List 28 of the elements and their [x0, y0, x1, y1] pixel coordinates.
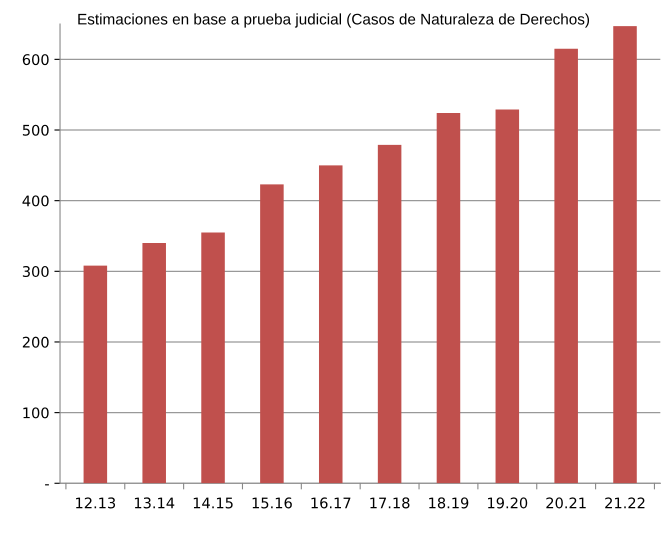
x-tick-label: 13.14 [134, 497, 174, 508]
x-tick-label: 14.15 [194, 498, 233, 508]
y-tick-label: 200 [22, 336, 49, 348]
bar [201, 232, 225, 484]
bar [378, 144, 402, 484]
y-tick-label: 400 [22, 195, 49, 206]
bar [496, 110, 520, 484]
bar [142, 243, 166, 484]
y-tick-label: 100 [23, 407, 49, 418]
bar [318, 165, 343, 484]
bar [260, 184, 284, 484]
y-tick-label: - [45, 484, 49, 486]
bar [554, 48, 578, 484]
chart-title: Estimaciones en base a prueba judicial (Casos de Naturaleza de Derechos) [78, 13, 590, 28]
x-tick-label: 18.19 [429, 497, 468, 508]
y-tick-label: 600 [22, 54, 49, 66]
bar [613, 26, 637, 484]
x-tick-label: 21.22 [605, 497, 644, 508]
bar [84, 266, 108, 484]
x-tick-label: 16.17 [311, 497, 350, 508]
x-tick-label: 15.16 [252, 497, 292, 508]
x-tick-label: 17.18 [370, 497, 410, 508]
x-tick-label: 19.20 [488, 497, 528, 508]
y-tick-label: 300 [22, 266, 49, 278]
y-tick-label: 500 [22, 124, 49, 136]
bar [436, 113, 460, 484]
x-tick-label: 12.13 [76, 497, 116, 508]
x-tick-label: 20.21 [546, 497, 586, 508]
